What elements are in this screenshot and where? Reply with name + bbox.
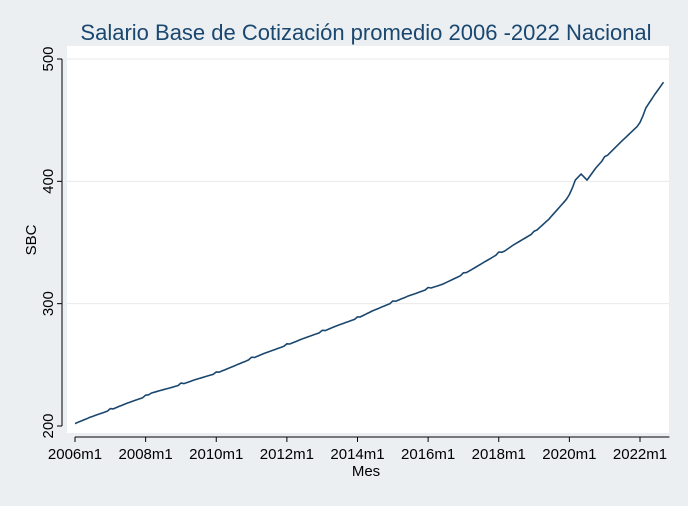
x-axis-label: Mes xyxy=(352,463,380,480)
x-tick-label: 2008m1 xyxy=(119,446,173,463)
y-tick-label: 500 xyxy=(40,46,57,71)
x-tick-label: 2014m1 xyxy=(330,446,384,463)
plot-area xyxy=(67,46,669,433)
x-tick-label: 2022m1 xyxy=(613,446,667,463)
series-line xyxy=(74,81,665,425)
x-tick-label: 2006m1 xyxy=(48,446,102,463)
y-tick-label: 400 xyxy=(40,169,57,194)
gridlines xyxy=(67,58,669,305)
y-tick-label: 300 xyxy=(40,291,57,316)
y-tick-label: 200 xyxy=(40,413,57,438)
x-tick-label: 2020m1 xyxy=(542,446,596,463)
y-axis-label: SBC xyxy=(23,224,40,255)
chart-title: Salario Base de Cotización promedio 2006… xyxy=(80,20,651,45)
axes: 200 300 400 500 2006m1 2008m1 2010m1 2012m1 2014… xyxy=(40,46,670,463)
x-tick-label: 2012m1 xyxy=(260,446,314,463)
series-layer xyxy=(74,81,665,425)
x-tick-label: 2010m1 xyxy=(189,446,243,463)
x-tick-label: 2018m1 xyxy=(472,446,526,463)
x-tick-label: 2016m1 xyxy=(401,446,455,463)
